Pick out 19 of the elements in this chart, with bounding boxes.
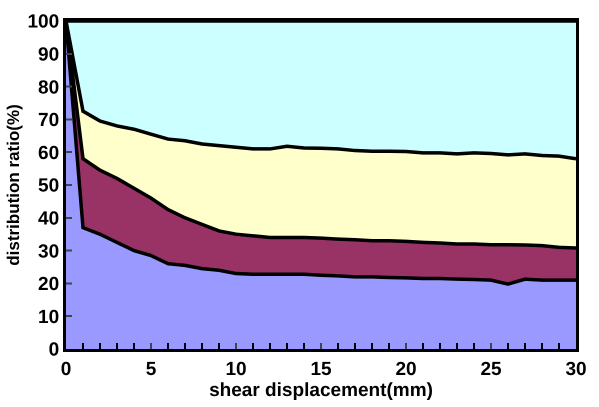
x-tick-label: 10 xyxy=(225,358,247,380)
x-tick-label: 15 xyxy=(310,358,332,380)
x-tick-label: 5 xyxy=(146,358,157,380)
y-tick-label: 30 xyxy=(38,241,60,262)
x-tick-label: 30 xyxy=(565,358,587,380)
y-tick-label: 0 xyxy=(48,340,60,361)
x-tick-label: 25 xyxy=(480,358,502,380)
y-tick-label: 100 xyxy=(27,12,60,33)
y-tick-label: 70 xyxy=(38,110,60,132)
x-axis-title: shear displacement(mm) xyxy=(209,380,433,401)
y-tick-label: 80 xyxy=(38,77,60,98)
x-tick-label: 20 xyxy=(395,358,417,380)
y-tick-label: 50 xyxy=(38,176,60,197)
y-tick-label: 40 xyxy=(38,208,60,230)
y-tick-label: 20 xyxy=(38,274,60,296)
y-axis-title: distribution ratio(%) xyxy=(4,104,24,266)
y-tick-label: 90 xyxy=(38,44,60,66)
y-tick-label: 60 xyxy=(38,142,60,164)
y-tick-label: 10 xyxy=(38,306,60,328)
